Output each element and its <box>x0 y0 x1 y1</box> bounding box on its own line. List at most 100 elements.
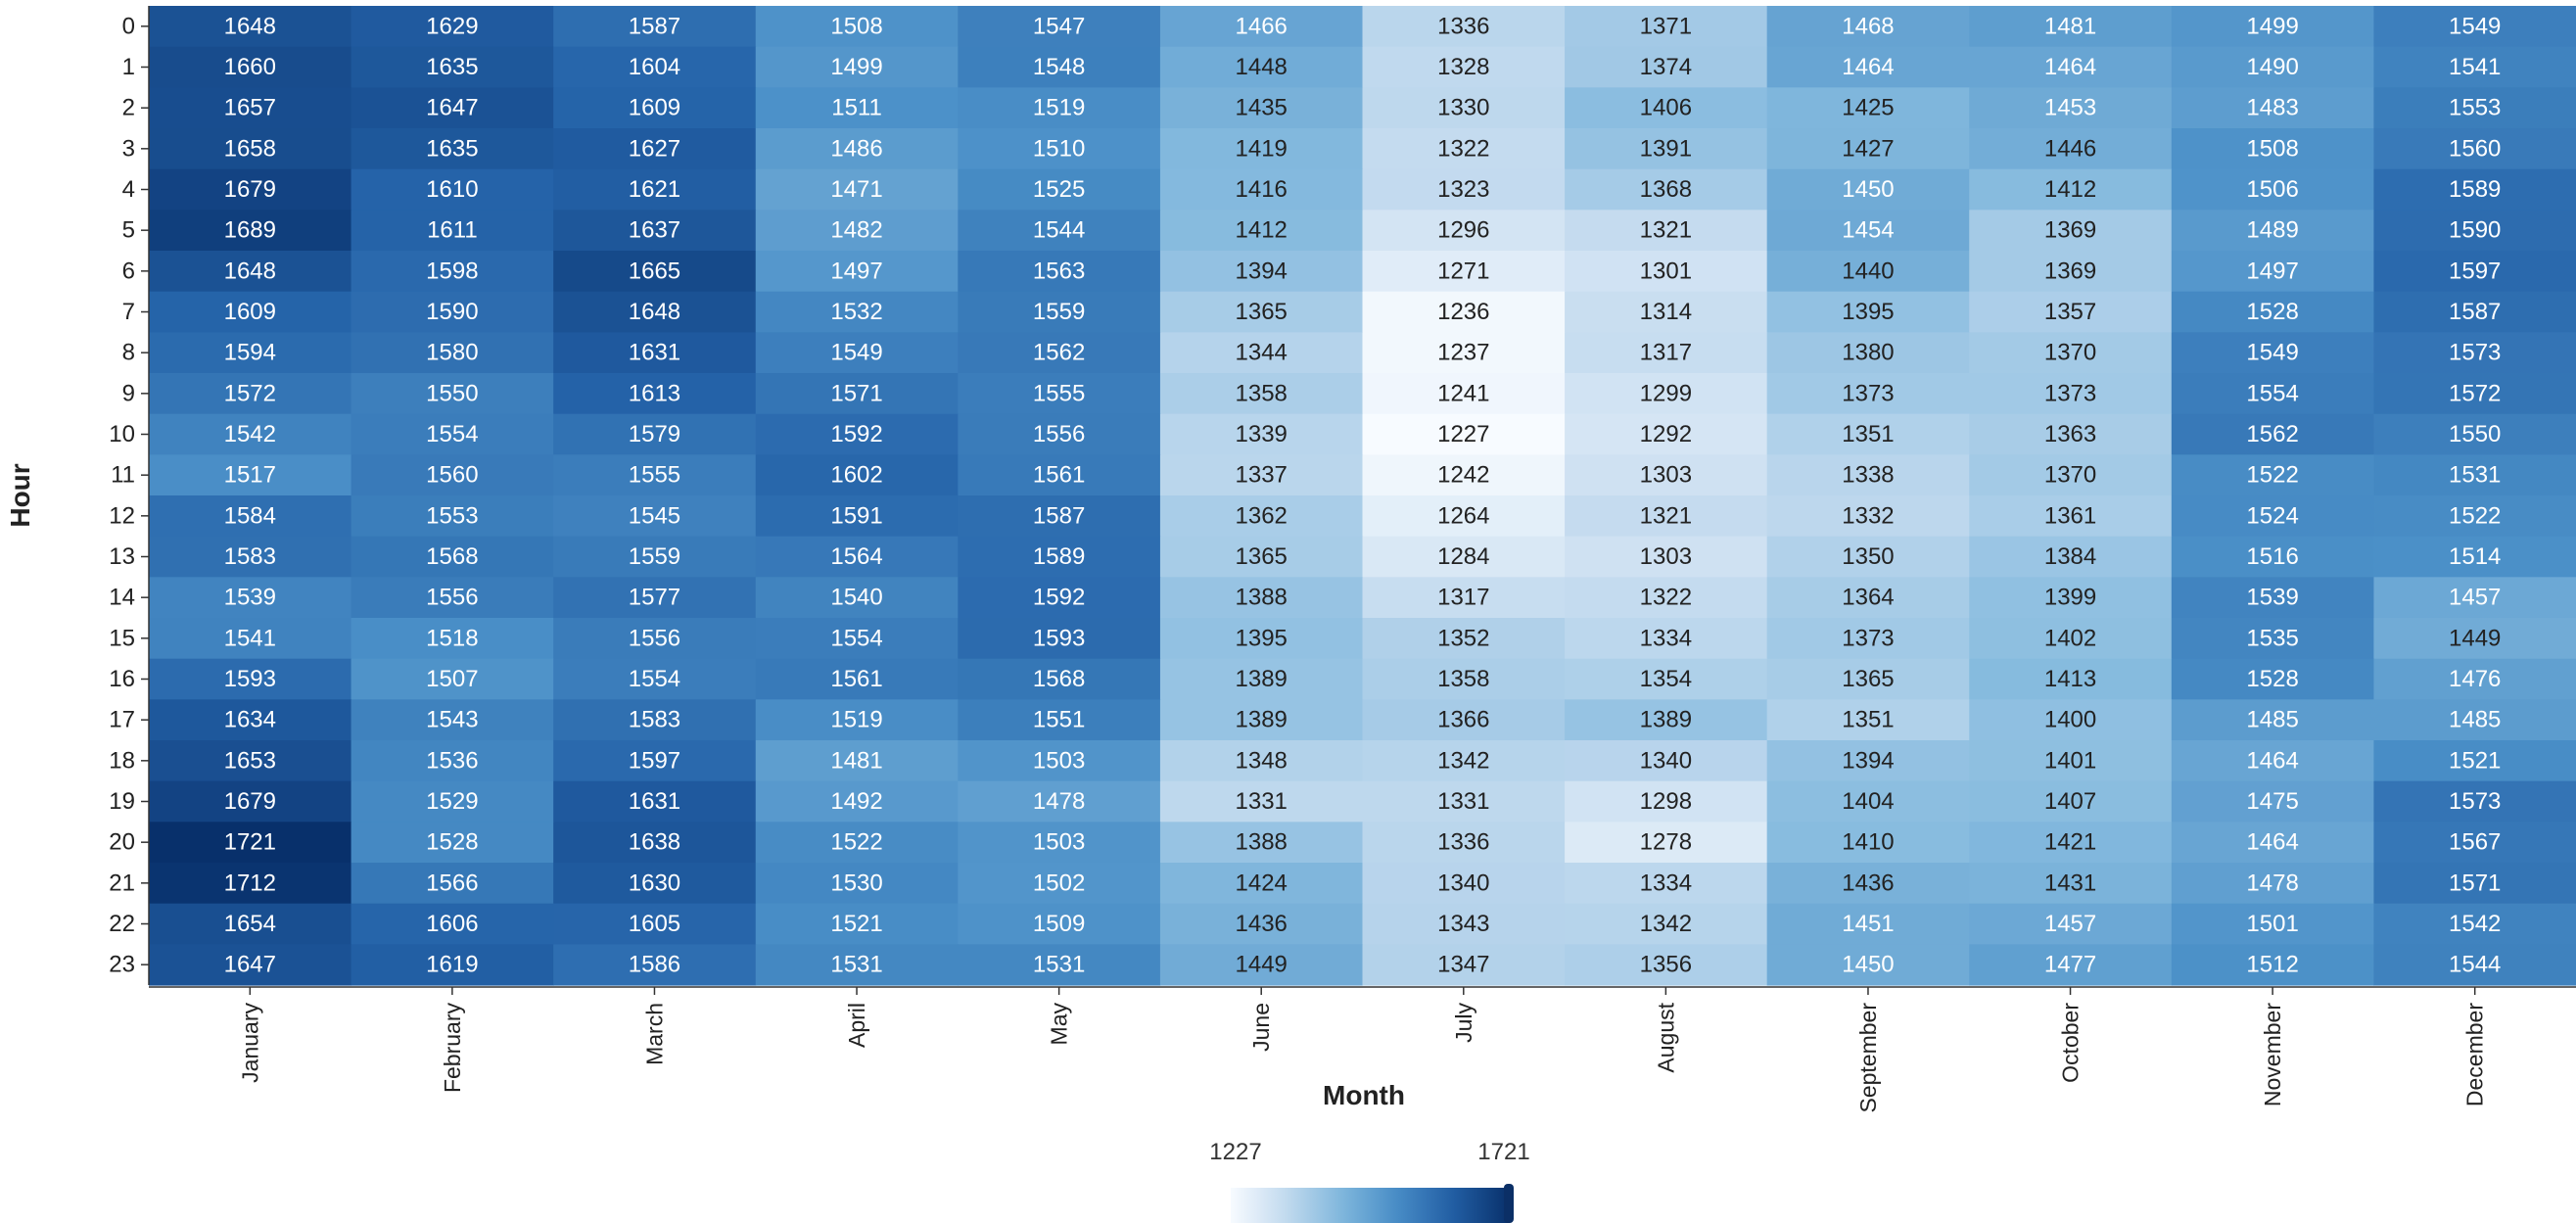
heatmap-cell-label: 1502 <box>1033 870 1085 896</box>
heatmap-cell <box>2373 780 2576 823</box>
heatmap-cell <box>149 128 352 170</box>
y-axis-tick-label: 22 <box>109 911 135 937</box>
heatmap-cell <box>149 577 352 619</box>
heatmap-cell-label: 1351 <box>1842 421 1894 447</box>
heatmap-cell-label: 1593 <box>1033 625 1085 651</box>
heatmap-cell <box>755 903 959 945</box>
heatmap-cell-label: 1522 <box>830 829 882 856</box>
heatmap-cell <box>1362 210 1566 252</box>
heatmap-cell <box>1565 740 1768 782</box>
heatmap-cell-label: 1507 <box>426 666 478 692</box>
heatmap-cell-label: 1556 <box>426 585 478 611</box>
heatmap-cell-label: 1573 <box>2449 340 2501 366</box>
y-axis-tick-label: 17 <box>109 707 135 733</box>
heatmap-cell-label: 1556 <box>1033 421 1085 447</box>
heatmap-cell-label: 1317 <box>1437 585 1489 611</box>
heatmap-cell-label: 1399 <box>2044 585 2096 611</box>
heatmap-cell <box>2171 740 2375 782</box>
heatmap-cell <box>149 373 352 415</box>
heatmap-cell <box>1362 251 1566 293</box>
heatmap-cell <box>2373 251 2576 293</box>
heatmap-cell-label: 1436 <box>1236 911 1288 937</box>
heatmap-cell-label: 1511 <box>831 95 882 121</box>
heatmap-cell-label: 1350 <box>1842 543 1894 570</box>
heatmap-cell <box>553 699 757 741</box>
heatmap-cell-label: 1482 <box>830 217 882 244</box>
heatmap-cell <box>1969 944 2173 986</box>
heatmap-cell <box>1969 658 2173 700</box>
x-axis-tick-label: May <box>1047 1003 1072 1046</box>
heatmap-cell-label: 1427 <box>1842 135 1894 162</box>
heatmap-cell-label: 1237 <box>1437 340 1489 366</box>
heatmap-cell <box>958 6 1161 48</box>
heatmap-cell <box>553 495 757 538</box>
heatmap-cell <box>351 536 554 578</box>
heatmap-cell-label: 1366 <box>1437 707 1489 733</box>
heatmap-cell <box>1766 413 1970 455</box>
heatmap-cell <box>1969 128 2173 170</box>
heatmap-cell <box>1362 128 1566 170</box>
heatmap-cell-label: 1549 <box>2246 340 2298 366</box>
heatmap-cell <box>1969 251 2173 293</box>
heatmap-cell <box>958 373 1161 415</box>
heatmap-cell-label: 1485 <box>2246 707 2298 733</box>
heatmap-cell <box>958 332 1161 374</box>
heatmap-cell <box>958 454 1161 496</box>
heatmap-cell-label: 1554 <box>629 666 680 692</box>
heatmap-cell <box>755 168 959 211</box>
heatmap-cell-label: 1421 <box>2044 829 2096 856</box>
heatmap-cell <box>1565 454 1768 496</box>
heatmap-cells <box>149 6 2576 986</box>
heatmap-cell-label: 1610 <box>426 176 478 203</box>
heatmap-cell-label: 1561 <box>1033 462 1085 489</box>
heatmap-cell-label: 1352 <box>1437 625 1489 651</box>
heatmap-cell <box>958 944 1161 986</box>
heatmap-cell-label: 1602 <box>830 462 882 489</box>
heatmap-cell <box>1159 495 1364 538</box>
heatmap-cell <box>351 373 554 415</box>
heatmap-cell <box>2373 210 2576 252</box>
heatmap-cell-label: 1497 <box>830 258 882 284</box>
heatmap-cell <box>553 822 757 864</box>
heatmap-cell-label: 1365 <box>1842 666 1894 692</box>
heatmap-cell <box>351 699 554 741</box>
heatmap-cell <box>1159 577 1364 619</box>
heatmap-cell <box>1565 577 1768 619</box>
heatmap-cell-label: 1593 <box>224 666 276 692</box>
heatmap-cell <box>755 740 959 782</box>
heatmap-cell <box>1159 536 1364 578</box>
heatmap-cell <box>1362 373 1566 415</box>
heatmap-cell-label: 1303 <box>1640 462 1692 489</box>
heatmap-cell <box>1969 618 2173 660</box>
heatmap-cell <box>1969 210 2173 252</box>
heatmap-cell-label: 1342 <box>1437 747 1489 774</box>
heatmap-cell-label: 1594 <box>224 340 276 366</box>
color-legend-max-handle[interactable] <box>1504 1184 1514 1223</box>
heatmap-cell <box>1969 291 2173 333</box>
heatmap-cell <box>958 291 1161 333</box>
heatmap-cell-label: 1590 <box>2449 217 2501 244</box>
heatmap-cell-label: 1541 <box>2449 54 2501 80</box>
heatmap-cell-label: 1365 <box>1236 543 1288 570</box>
heatmap-cell-label: 1551 <box>1033 707 1085 733</box>
heatmap-cell <box>1159 46 1364 88</box>
heatmap-cell <box>2171 944 2375 986</box>
heatmap-cell-label: 1629 <box>426 13 478 39</box>
heatmap-cell <box>149 618 352 660</box>
heatmap-cell-label: 1579 <box>629 421 680 447</box>
heatmap-cell <box>149 863 352 905</box>
heatmap-cell <box>1565 168 1768 211</box>
heatmap-cell <box>958 903 1161 945</box>
heatmap-cell <box>351 454 554 496</box>
heatmap-cell <box>149 780 352 823</box>
heatmap-cell <box>1159 128 1364 170</box>
heatmap-cell-label: 1471 <box>830 176 882 203</box>
heatmap-cell-label: 1322 <box>1640 585 1692 611</box>
heatmap-cell <box>1969 740 2173 782</box>
heatmap-cell-label: 1278 <box>1640 829 1692 856</box>
heatmap-cell-label: 1347 <box>1437 952 1489 978</box>
heatmap-cell-label: 1264 <box>1437 502 1489 529</box>
heatmap-cell-label: 1549 <box>2449 13 2501 39</box>
y-axis-tick-label: 21 <box>109 870 135 896</box>
